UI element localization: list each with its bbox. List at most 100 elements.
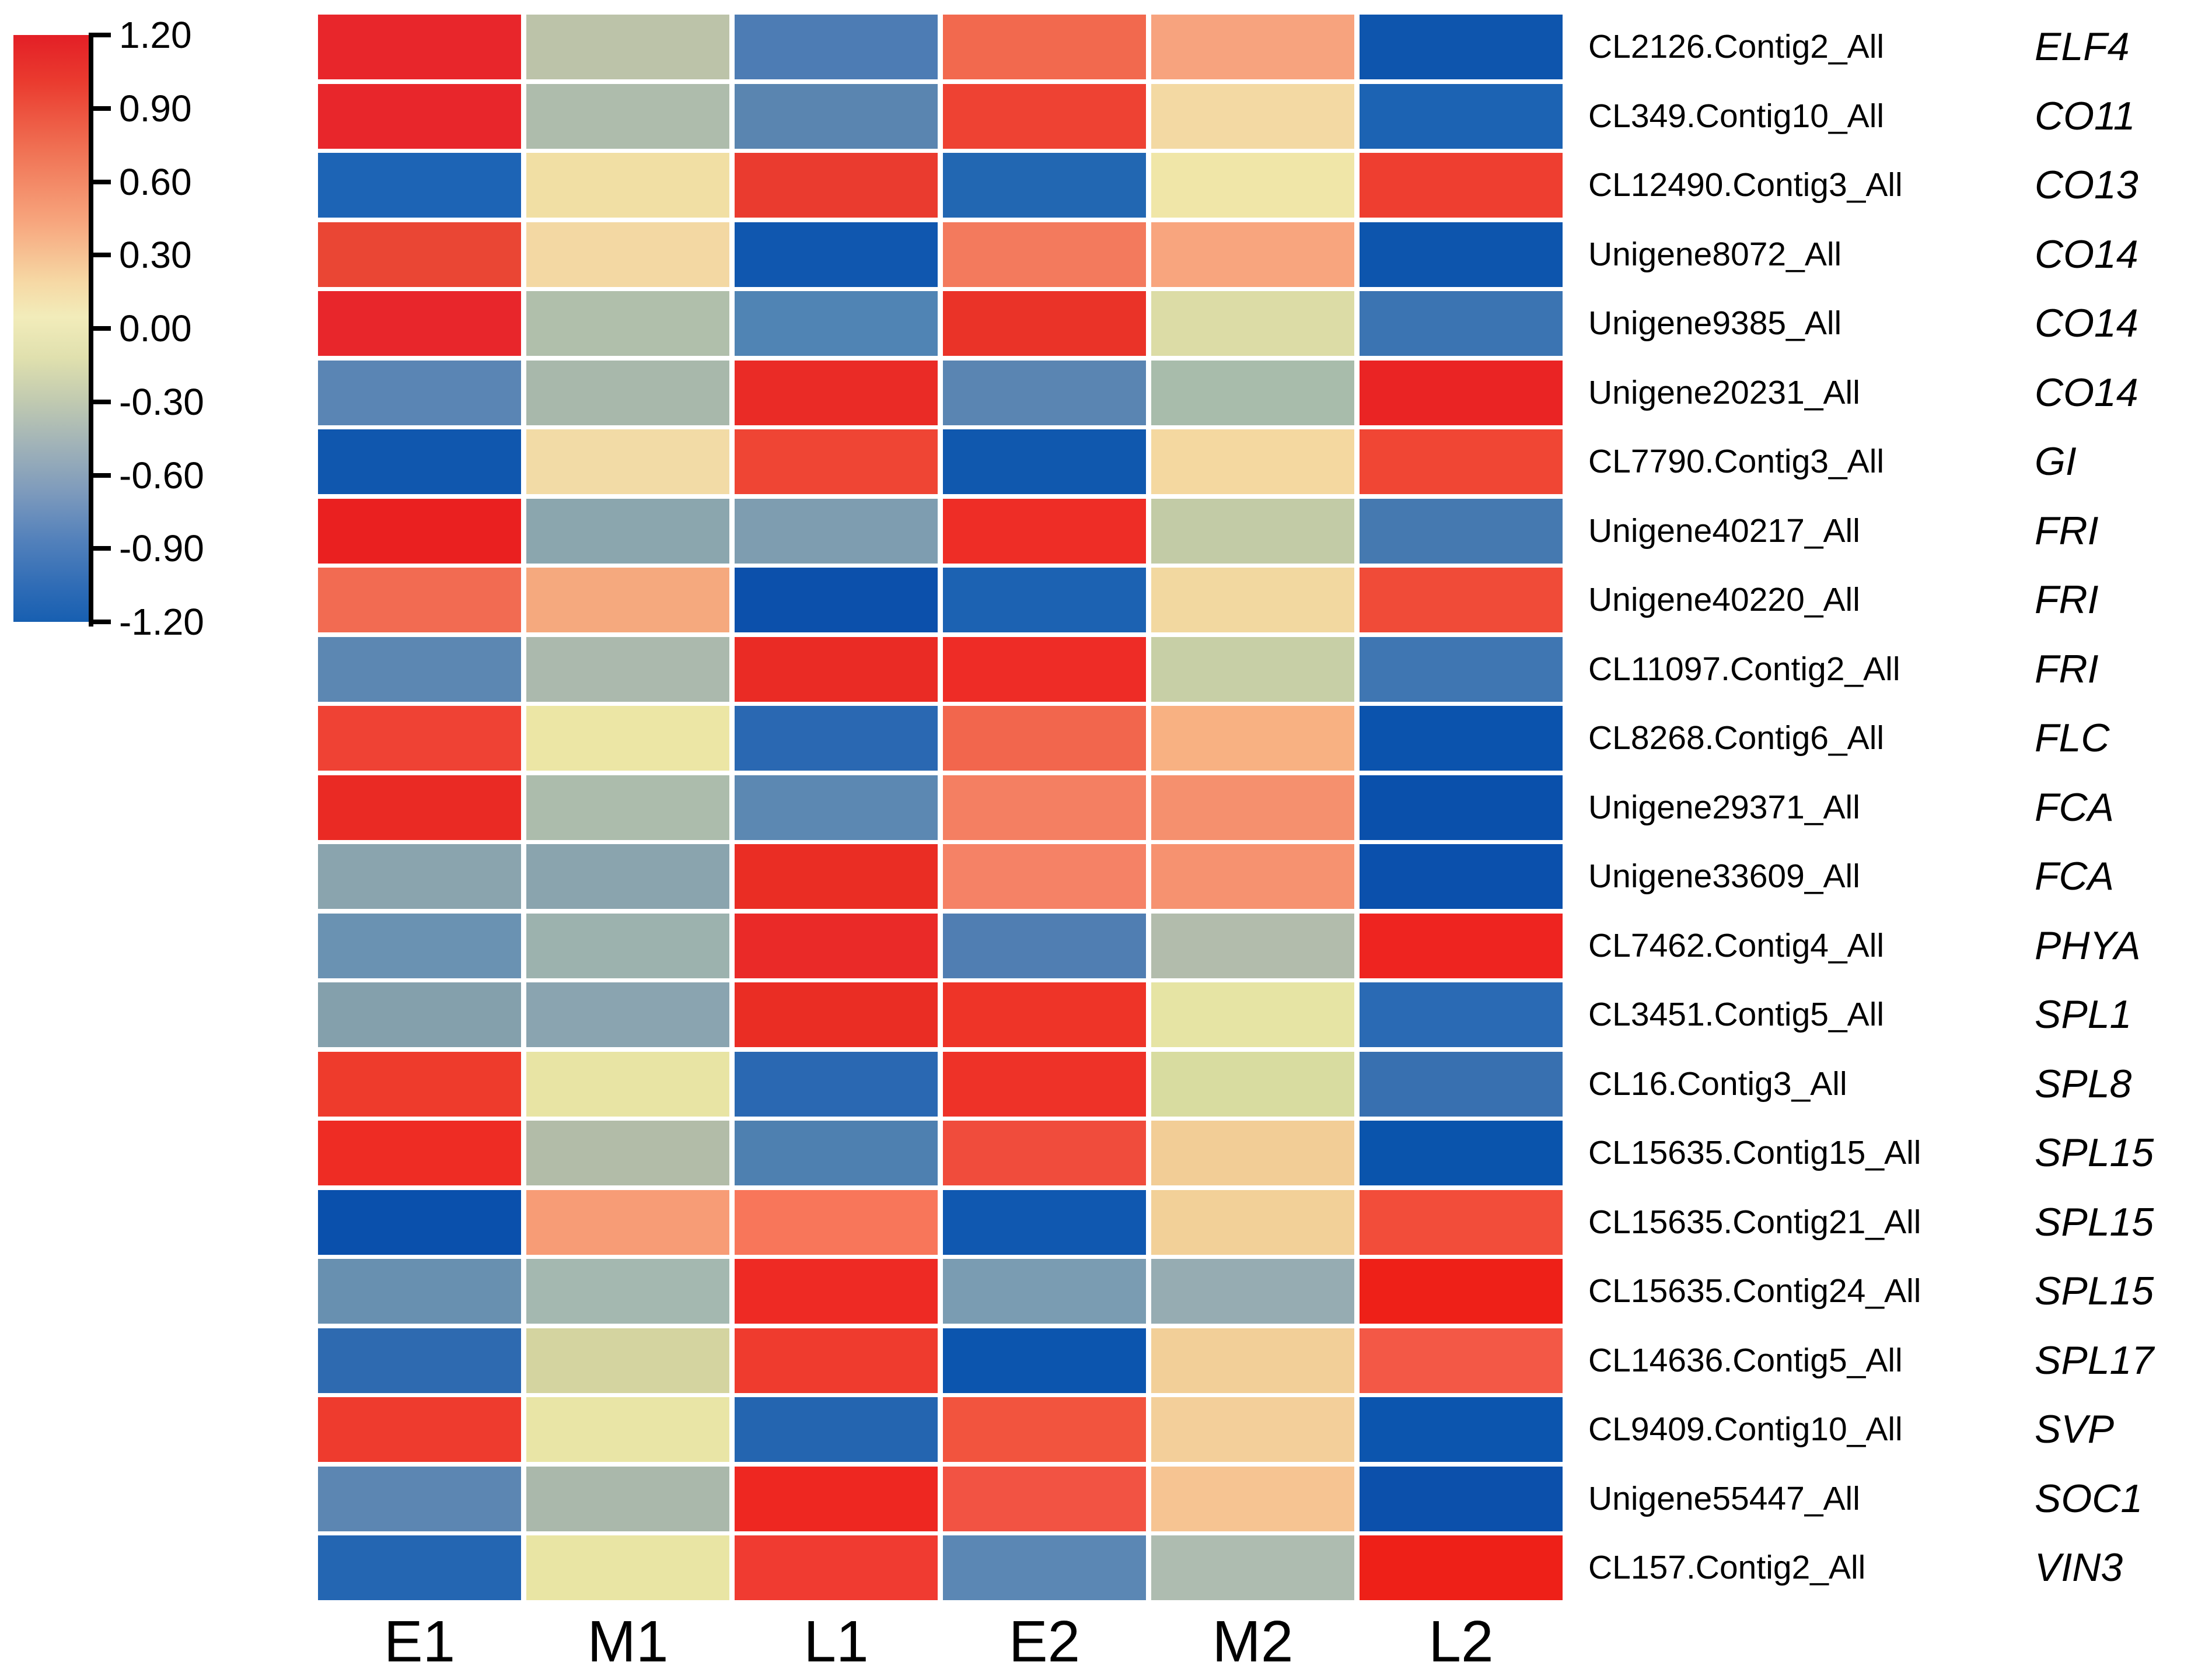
gene-name-label: SPL15 [2035, 1269, 2154, 1313]
colorbar-tick-label: 1.20 [119, 14, 192, 56]
row-id-label: CL14636.Contig5_All [1588, 1341, 1903, 1379]
heatmap-cell-CL349.Contig10_All-M1 [526, 83, 729, 149]
gene-name-label: CO13 [2035, 163, 2138, 207]
heatmap-cell-Unigene40220_All-E1 [318, 568, 521, 632]
heatmap-cell-CL7462.Contig4_All-M2 [1151, 913, 1354, 978]
heatmap-cell-CL15635.Contig15_All-M1 [526, 1121, 729, 1185]
heatmap-cell-CL14636.Contig5_All-L1 [735, 1328, 938, 1393]
heatmap-cell-CL15635.Contig15_All-L2 [1360, 1121, 1563, 1185]
heatmap-cell-Unigene33609_All-L2 [1360, 844, 1563, 909]
heatmap-cell-CL7790.Contig3_All-M2 [1151, 429, 1354, 494]
heatmap-cell-Unigene40217_All-E1 [318, 498, 521, 564]
heatmap-cell-Unigene29371_All-E1 [318, 775, 521, 840]
heatmap-cell-CL7462.Contig4_All-E1 [318, 913, 521, 978]
row-id-label: CL15635.Contig21_All [1588, 1203, 1921, 1241]
heatmap-cell-CL14636.Contig5_All-E2 [943, 1328, 1146, 1393]
heatmap-cell-Unigene20231_All-M2 [1151, 360, 1354, 425]
heatmap-cell-CL16.Contig3_All-M2 [1151, 1051, 1354, 1117]
heatmap-cell-CL9409.Contig10_All-M2 [1151, 1397, 1354, 1462]
heatmap-cell-CL15635.Contig24_All-L1 [735, 1259, 938, 1324]
heatmap-cell-CL9409.Contig10_All-E1 [318, 1397, 521, 1462]
row-id-label: Unigene8072_All [1588, 235, 1842, 273]
heatmap-cell-CL8268.Contig6_All-E2 [943, 706, 1146, 771]
heatmap-cell-Unigene55447_All-L2 [1360, 1466, 1563, 1531]
row-id-label: CL3451.Contig5_All [1588, 996, 1885, 1033]
gene-name-label: SPL1 [2035, 992, 2132, 1037]
heatmap-cell-CL15635.Contig21_All-L1 [735, 1189, 938, 1255]
heatmap-cell-CL157.Contig2_All-M2 [1151, 1535, 1354, 1600]
heatmap-cell-Unigene20231_All-L2 [1360, 360, 1563, 425]
heatmap-cell-CL15635.Contig21_All-M1 [526, 1189, 729, 1255]
gene-name-label: FRI [2035, 508, 2099, 553]
heatmap-cell-CL349.Contig10_All-E2 [943, 83, 1146, 149]
heatmap-cell-CL11097.Contig2_All-E1 [318, 636, 521, 702]
heatmap-cell-Unigene8072_All-L1 [735, 222, 938, 287]
heatmap-cell-CL14636.Contig5_All-M2 [1151, 1328, 1354, 1393]
heatmap-cell-Unigene8072_All-L2 [1360, 222, 1563, 287]
colorbar-tick-label: -1.20 [119, 601, 204, 643]
gene-name-label: SPL8 [2035, 1061, 2132, 1106]
row-id-label: Unigene20231_All [1588, 373, 1860, 411]
gene-name-label: SVP [2035, 1407, 2115, 1451]
heatmap-cell-CL15635.Contig15_All-E1 [318, 1121, 521, 1185]
row-id-label: Unigene9385_All [1588, 305, 1842, 342]
gene-name-label: SOC1 [2035, 1476, 2143, 1521]
heatmap-cell-CL2126.Contig2_All-E2 [943, 15, 1146, 79]
heatmap-cell-CL7790.Contig3_All-E2 [943, 429, 1146, 494]
heatmap-cell-CL2126.Contig2_All-M1 [526, 15, 729, 79]
row-id-label: Unigene33609_All [1588, 858, 1860, 895]
x-axis-label-M2: M2 [1212, 1609, 1294, 1674]
colorbar-tick-label: -0.30 [119, 380, 204, 423]
heatmap-cell-CL7462.Contig4_All-M1 [526, 913, 729, 978]
heatmap-cell-Unigene8072_All-M2 [1151, 222, 1354, 287]
heatmap-cell-CL2126.Contig2_All-L2 [1360, 15, 1563, 79]
heatmap-cell-CL8268.Contig6_All-L2 [1360, 706, 1563, 771]
heatmap-cell-Unigene55447_All-M1 [526, 1466, 729, 1531]
gene-name-label: FLC [2035, 716, 2110, 760]
row-id-label: CL9409.Contig10_All [1588, 1411, 1903, 1448]
heatmap-cell-CL7462.Contig4_All-L2 [1360, 913, 1563, 978]
heatmap-cell-Unigene40220_All-M1 [526, 568, 729, 632]
heatmap-cell-CL15635.Contig15_All-E2 [943, 1121, 1146, 1185]
x-axis-label-L2: L2 [1428, 1609, 1494, 1674]
heatmap-cell-CL349.Contig10_All-L1 [735, 83, 938, 149]
heatmap-cell-CL11097.Contig2_All-E2 [943, 636, 1146, 702]
x-axis-label-L1: L1 [803, 1609, 869, 1674]
colorbar-tick-label: 0.60 [119, 160, 192, 203]
heatmap-cell-CL12490.Contig3_All-E2 [943, 153, 1146, 218]
row-id-label: CL11097.Contig2_All [1588, 650, 1900, 688]
heatmap-cell-Unigene40220_All-M2 [1151, 568, 1354, 632]
heatmap-cell-Unigene55447_All-E1 [318, 1466, 521, 1531]
heatmap-cell-CL3451.Contig5_All-M1 [526, 982, 729, 1047]
heatmap-cell-CL16.Contig3_All-L2 [1360, 1051, 1563, 1117]
heatmap-cell-CL14636.Contig5_All-E1 [318, 1328, 521, 1393]
colorbar-tick-label: -0.60 [119, 454, 204, 496]
heatmap-cell-Unigene40220_All-E2 [943, 568, 1146, 632]
heatmap-cell-CL14636.Contig5_All-M1 [526, 1328, 729, 1393]
heatmap-cell-Unigene40217_All-L2 [1360, 498, 1563, 564]
colorbar-tick [89, 106, 111, 111]
row-id-label: CL12490.Contig3_All [1588, 166, 1903, 204]
row-id-label: Unigene55447_All [1588, 1479, 1860, 1517]
heatmap-cell-Unigene20231_All-M1 [526, 360, 729, 425]
heatmap-cell-CL14636.Contig5_All-L2 [1360, 1328, 1563, 1393]
colorbar-tick-label: 0.00 [119, 307, 192, 349]
heatmap-cell-Unigene9385_All-L2 [1360, 291, 1563, 356]
colorbar-tick-label: -0.90 [119, 527, 204, 570]
heatmap-cell-CL8268.Contig6_All-L1 [735, 706, 938, 771]
heatmap-cell-Unigene33609_All-M2 [1151, 844, 1354, 909]
row-id-label: Unigene40220_All [1588, 581, 1860, 618]
heatmap-cell-Unigene9385_All-E1 [318, 291, 521, 356]
gene-name-label: FCA [2035, 854, 2114, 898]
x-axis-label-M1: M1 [587, 1609, 669, 1674]
heatmap-cell-Unigene55447_All-M2 [1151, 1466, 1354, 1531]
heatmap-cell-Unigene9385_All-M1 [526, 291, 729, 356]
heatmap-cell-CL9409.Contig10_All-E2 [943, 1397, 1146, 1462]
row-id-label: Unigene29371_All [1588, 788, 1860, 826]
gene-name-label: CO14 [2035, 370, 2138, 415]
heatmap-cell-CL157.Contig2_All-E1 [318, 1535, 521, 1600]
heatmap-cell-CL157.Contig2_All-M1 [526, 1535, 729, 1600]
heatmap-cell-Unigene33609_All-E2 [943, 844, 1146, 909]
heatmap-cell-CL15635.Contig24_All-E2 [943, 1259, 1146, 1324]
heatmap-cell-Unigene33609_All-L1 [735, 844, 938, 909]
